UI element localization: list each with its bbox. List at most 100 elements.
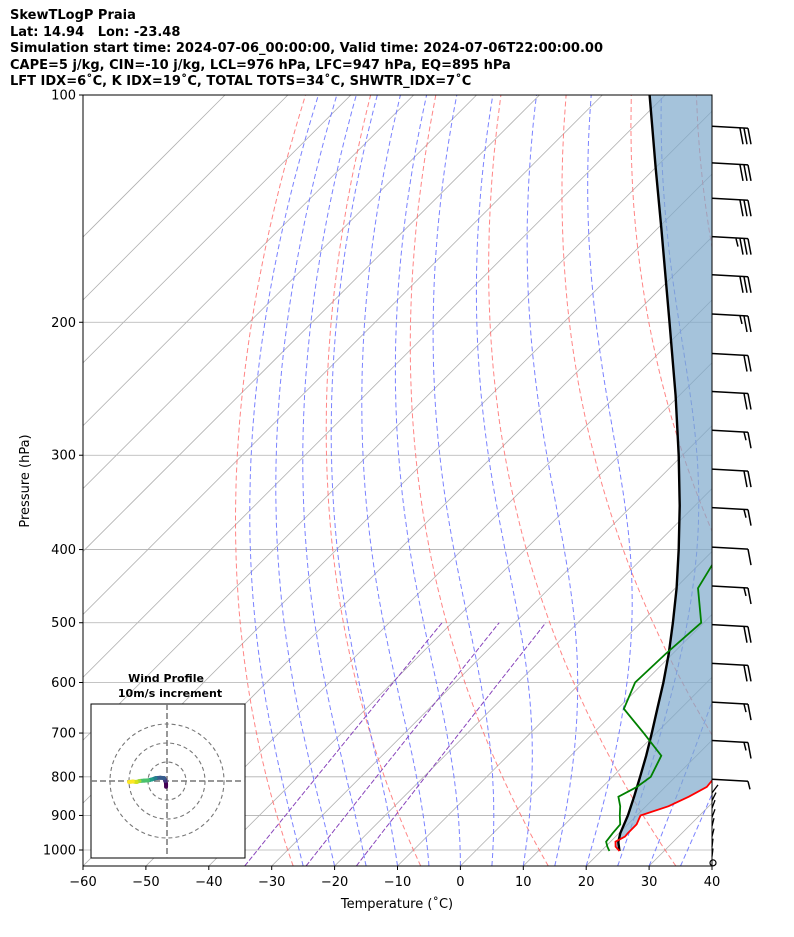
isotherm-line (83, 95, 477, 490)
wind-barb (711, 799, 716, 809)
x-tick-label: 40 (704, 875, 721, 890)
isotherm-line (83, 95, 603, 615)
dry-adiabat (488, 95, 677, 866)
wind-barb (711, 848, 714, 857)
wind-barb (711, 162, 752, 182)
y-axis-label: Pressure (hPa) (18, 434, 33, 527)
moist-adiabat (249, 95, 319, 866)
isotherm-line (83, 95, 289, 301)
index-line: LFT IDX=6˚C, K IDX=19˚C, TOTAL TOTS=34˚C… (10, 74, 472, 89)
x-axis-label: Temperature (˚C) (340, 896, 453, 912)
moist-adiabat (432, 95, 495, 866)
y-tick-label: 200 (51, 316, 76, 331)
isotherm-line (271, 425, 712, 866)
isotherm-line (397, 550, 712, 866)
isotherm-line (83, 95, 226, 238)
isotherm-line (145, 299, 712, 866)
wind-barb (711, 838, 714, 847)
y-tick-label: 700 (51, 727, 76, 742)
dry-adiabat (409, 95, 549, 866)
cape-shading (615, 95, 712, 851)
isotherm-line (83, 95, 540, 553)
wind-barb (711, 739, 752, 759)
dry-adiabat (235, 95, 306, 866)
figure-header: SkewTLogP Praia Lat: 14.94 Lon: -23.48 S… (10, 8, 603, 91)
wind-barb (711, 778, 751, 790)
mixing-ratio-line (305, 622, 500, 866)
wind-barb (711, 125, 752, 145)
x-tick-label: −60 (69, 875, 96, 890)
wind-profile-inset: Wind Profile 10m/s increment (90, 672, 246, 859)
moist-adiabat (394, 95, 461, 866)
dry-adiabat (762, 95, 794, 866)
wind-barb (711, 623, 752, 643)
wind-barb (711, 468, 752, 488)
wind-barb (711, 546, 752, 566)
y-tick-label: 1000 (43, 844, 76, 859)
time-line: Simulation start time: 2024-07-06_00:00:… (10, 41, 603, 56)
y-tick-label: 100 (51, 89, 76, 104)
cape-line: CAPE=5 j/kg, CIN=-10 j/kg, LCL=976 hPa, … (10, 57, 511, 73)
wind-barb (711, 429, 752, 449)
inset-subtitle: 10m/s increment (118, 687, 222, 700)
wind-barb (711, 792, 717, 801)
x-tick-label: −10 (384, 875, 411, 890)
calm-wind-circle (709, 859, 717, 867)
moist-adiabat (275, 95, 338, 866)
wind-barb (711, 197, 752, 217)
y-tick-label: 800 (51, 770, 76, 785)
x-tick-label: 10 (515, 875, 532, 890)
moist-adiabat (302, 95, 367, 866)
wind-barb (711, 701, 752, 721)
x-tick-label: 30 (641, 875, 658, 890)
moist-adiabat (526, 95, 579, 866)
location-line: Lat: 14.94 Lon: -23.48 (10, 24, 181, 40)
wind-barb (711, 784, 719, 794)
isotherm-line (711, 865, 712, 866)
moist-adiabat (648, 699, 712, 866)
wind-barb (711, 352, 752, 372)
mixing-ratio-line (244, 622, 443, 866)
parcel-profile-line (617, 95, 681, 852)
isotherm-line (83, 110, 712, 741)
dry-adiabat (325, 95, 422, 866)
y-tick-label: 900 (51, 809, 76, 824)
moist-adiabat (475, 95, 533, 866)
figure-title: SkewTLogP Praia (10, 8, 136, 23)
x-tick-label: 0 (456, 875, 464, 890)
x-tick-label: −20 (321, 875, 348, 890)
wind-barb (711, 585, 752, 605)
mixing-ratio-line (355, 622, 547, 866)
x-tick-label: 20 (578, 875, 595, 890)
wind-barb (711, 818, 715, 827)
moist-adiabat (711, 864, 712, 866)
y-tick-label: 400 (51, 543, 76, 558)
wind-barb (711, 313, 752, 333)
wind-barb (711, 662, 752, 682)
y-tick-label: 600 (51, 676, 76, 691)
moist-adiabat (585, 95, 633, 866)
inset-title: Wind Profile (128, 672, 204, 685)
moist-adiabat (680, 792, 712, 866)
y-tick-label: 500 (51, 616, 76, 631)
wind-barb (711, 506, 752, 526)
dewpoint-line (605, 563, 712, 852)
wind-barb (711, 809, 716, 818)
wind-barb (711, 235, 752, 255)
temperature-line (614, 779, 712, 852)
y-tick-label: 300 (51, 449, 76, 464)
moist-adiabat (330, 95, 398, 866)
wind-barb (711, 390, 752, 410)
isotherm-line (83, 95, 414, 427)
isotherm-line (83, 95, 666, 678)
wind-barb (711, 828, 715, 837)
isotherm-line (83, 95, 352, 364)
x-tick-label: −50 (132, 875, 159, 890)
isotherm-line (460, 613, 712, 866)
moist-adiabat (361, 95, 430, 866)
x-tick-label: −30 (258, 875, 285, 890)
x-tick-label: −40 (195, 875, 222, 890)
isotherm-line (334, 488, 712, 866)
wind-barb (711, 273, 752, 293)
